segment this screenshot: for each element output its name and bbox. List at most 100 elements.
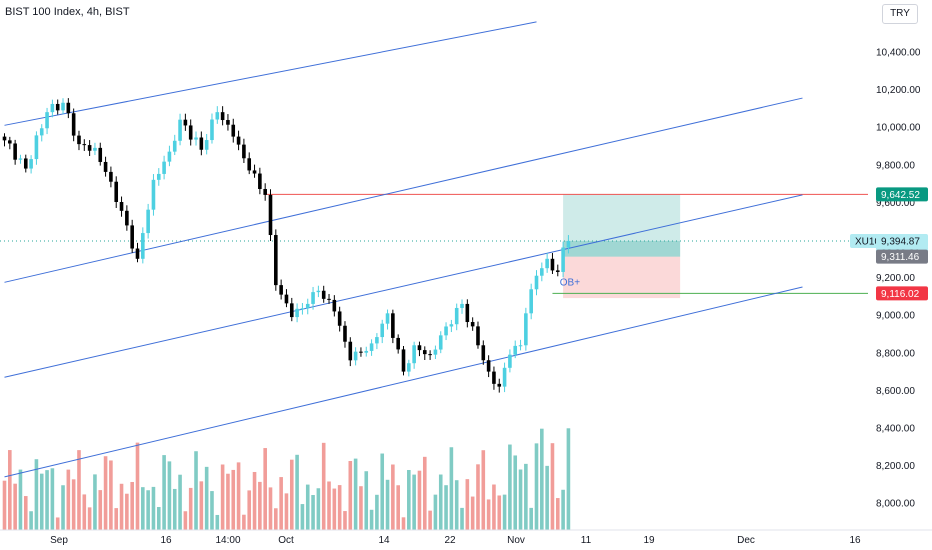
volume-bar <box>529 507 533 530</box>
candle-body <box>226 120 230 125</box>
candle-body <box>438 335 443 350</box>
volume-bar <box>476 464 480 530</box>
candle-body <box>375 337 379 344</box>
volume-bar <box>353 458 358 530</box>
candle-body <box>470 322 475 327</box>
candle-body <box>13 143 17 160</box>
candle-body <box>29 159 33 169</box>
candle-body <box>50 103 55 113</box>
current-price-tag-bg <box>876 233 928 248</box>
candle-body <box>555 270 560 272</box>
time-tick-label: 14 <box>378 535 390 546</box>
volume-bar <box>109 460 113 530</box>
volume-bar <box>210 491 214 530</box>
volume-bar <box>236 462 241 530</box>
volume-bar <box>258 481 262 530</box>
channel-line-2[interactable] <box>4 97 803 283</box>
price-tick-label: 10,400.00 <box>876 48 921 59</box>
volume-bar <box>380 453 385 530</box>
volume-bar <box>470 496 475 530</box>
channel-line-1[interactable] <box>4 21 537 126</box>
candle-body <box>359 351 363 353</box>
candle-body <box>210 119 214 141</box>
volume-bar <box>492 484 496 530</box>
volume-bar <box>316 488 321 530</box>
volume-bar <box>263 448 267 530</box>
volume-bar <box>242 514 246 530</box>
candle-body <box>428 354 432 356</box>
candle-body <box>23 158 28 169</box>
candle-body <box>119 201 124 211</box>
volume-bar <box>412 474 416 530</box>
volume-bar <box>119 483 124 530</box>
volume-bar <box>433 494 438 530</box>
profit-zone[interactable] <box>563 194 681 257</box>
candle-body <box>305 303 310 309</box>
volume-bar <box>2 480 7 530</box>
volume-bar <box>401 517 406 530</box>
channel-line-3[interactable] <box>4 194 803 378</box>
candle-body <box>268 194 273 236</box>
price-tick-label: 9,000.00 <box>876 311 915 322</box>
candle-body <box>151 179 156 210</box>
candle-body <box>508 354 512 368</box>
candle-body <box>476 326 480 346</box>
candle-body <box>130 225 134 249</box>
price-tick-label: 9,800.00 <box>876 160 915 171</box>
long-position-box[interactable] <box>563 194 681 299</box>
time-tick-label: Sep <box>50 535 68 546</box>
candle-body <box>141 233 145 259</box>
volume-bar <box>444 485 448 530</box>
candle-body <box>497 383 502 387</box>
horizontal-levels[interactable] <box>0 193 868 294</box>
candle-body <box>348 341 353 361</box>
time-axis[interactable]: Sep 16 14:00 Oct 14 22 Nov 11 19 Dec 16 <box>0 529 932 546</box>
volume-bar <box>156 507 161 530</box>
candle-body <box>540 268 544 276</box>
candle-body <box>545 258 549 269</box>
volume-bar <box>369 509 374 530</box>
volume-bar <box>449 447 454 530</box>
volume-bar <box>103 456 108 530</box>
currency-button[interactable]: TRY <box>882 4 918 24</box>
price-axis[interactable]: 10,400.00 10,200.00 10,000.00 9,800.00 9,600… <box>876 48 921 510</box>
volume-bar <box>23 496 28 530</box>
candle-body <box>529 289 533 314</box>
candle-body <box>199 137 204 150</box>
candle-body <box>316 290 321 293</box>
volume-bar <box>465 479 470 530</box>
volume-bar <box>87 507 92 530</box>
candle-body <box>396 337 400 350</box>
volume-bar <box>337 485 342 530</box>
time-tick-label: Dec <box>737 535 755 546</box>
volume-bar <box>162 455 166 530</box>
volume-bar <box>438 474 443 530</box>
volume-bar <box>141 487 145 530</box>
candle-body <box>284 294 289 304</box>
price-tick-label: 9,200.00 <box>876 273 915 284</box>
candle-body <box>380 323 385 338</box>
candle-body <box>114 181 119 202</box>
volume-bar <box>417 470 422 530</box>
price-tick-label: 8,000.00 <box>876 499 915 510</box>
volume-bar <box>268 487 273 530</box>
volume-bar <box>502 494 507 530</box>
candle-body <box>364 350 369 353</box>
channel-line-4[interactable] <box>4 286 803 478</box>
volume-bar <box>279 477 283 530</box>
candle-body <box>300 308 305 310</box>
current-price-tag: 9,394.87 <box>881 236 920 247</box>
volume-bar <box>13 483 17 530</box>
loss-zone[interactable] <box>563 256 681 299</box>
trend-channel-lines[interactable] <box>4 21 803 478</box>
chart-title: BIST 100 Index, 4h, BIST <box>5 6 130 18</box>
volume-bar <box>77 450 81 530</box>
time-tick-label: 16 <box>849 535 861 546</box>
candle-body <box>8 140 12 144</box>
volume-bar <box>540 428 544 530</box>
volume-bar <box>194 451 198 530</box>
volume-bar <box>125 493 129 530</box>
candle-body <box>77 135 81 145</box>
candle-body <box>252 170 257 174</box>
